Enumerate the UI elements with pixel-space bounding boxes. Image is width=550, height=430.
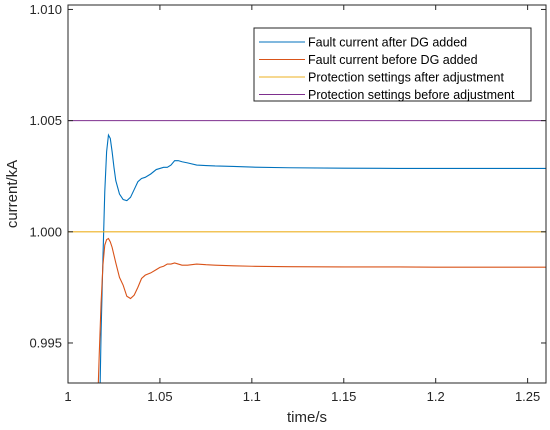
- legend: Fault current after DG added Fault curren…: [253, 27, 532, 102]
- y-tick-label: 1.010: [29, 2, 62, 17]
- x-tick-label: 1.05: [147, 389, 172, 404]
- x-tick-label: 1: [64, 389, 71, 404]
- legend-label-1: Fault current after DG added: [308, 36, 467, 50]
- x-axis-title: time/s: [287, 409, 327, 426]
- legend-box: [253, 27, 532, 102]
- ticks-layer: [67, 5, 546, 383]
- series-line-1: [99, 133, 546, 383]
- legend-label-4: Protection settings before adjustment: [308, 88, 515, 102]
- legend-items: Fault current after DG added Fault curren…: [259, 36, 515, 102]
- y-tick-label: 0.995: [29, 335, 62, 350]
- x-tick-label: 1.2: [427, 389, 445, 404]
- plot-frame: [67, 4, 547, 384]
- x-tick-label: 1.1: [243, 389, 261, 404]
- x-tick-label: 1.25: [515, 389, 540, 404]
- tick-label-layer: 1 1.05 1.1 1.15 1.2 1.25 0.995 1.000 1.005 1.010: [29, 2, 540, 404]
- series-layer: [68, 120, 546, 383]
- legend-label-3: Protection settings after adjustment: [308, 71, 504, 85]
- x-tick-label: 1.15: [331, 389, 356, 404]
- series-line-2: [97, 237, 546, 383]
- y-tick-label: 1.005: [29, 113, 62, 128]
- y-tick-label: 1.000: [29, 224, 62, 239]
- legend-label-2: Fault current before DG added: [308, 53, 478, 67]
- y-axis-title: current/kA: [4, 160, 21, 228]
